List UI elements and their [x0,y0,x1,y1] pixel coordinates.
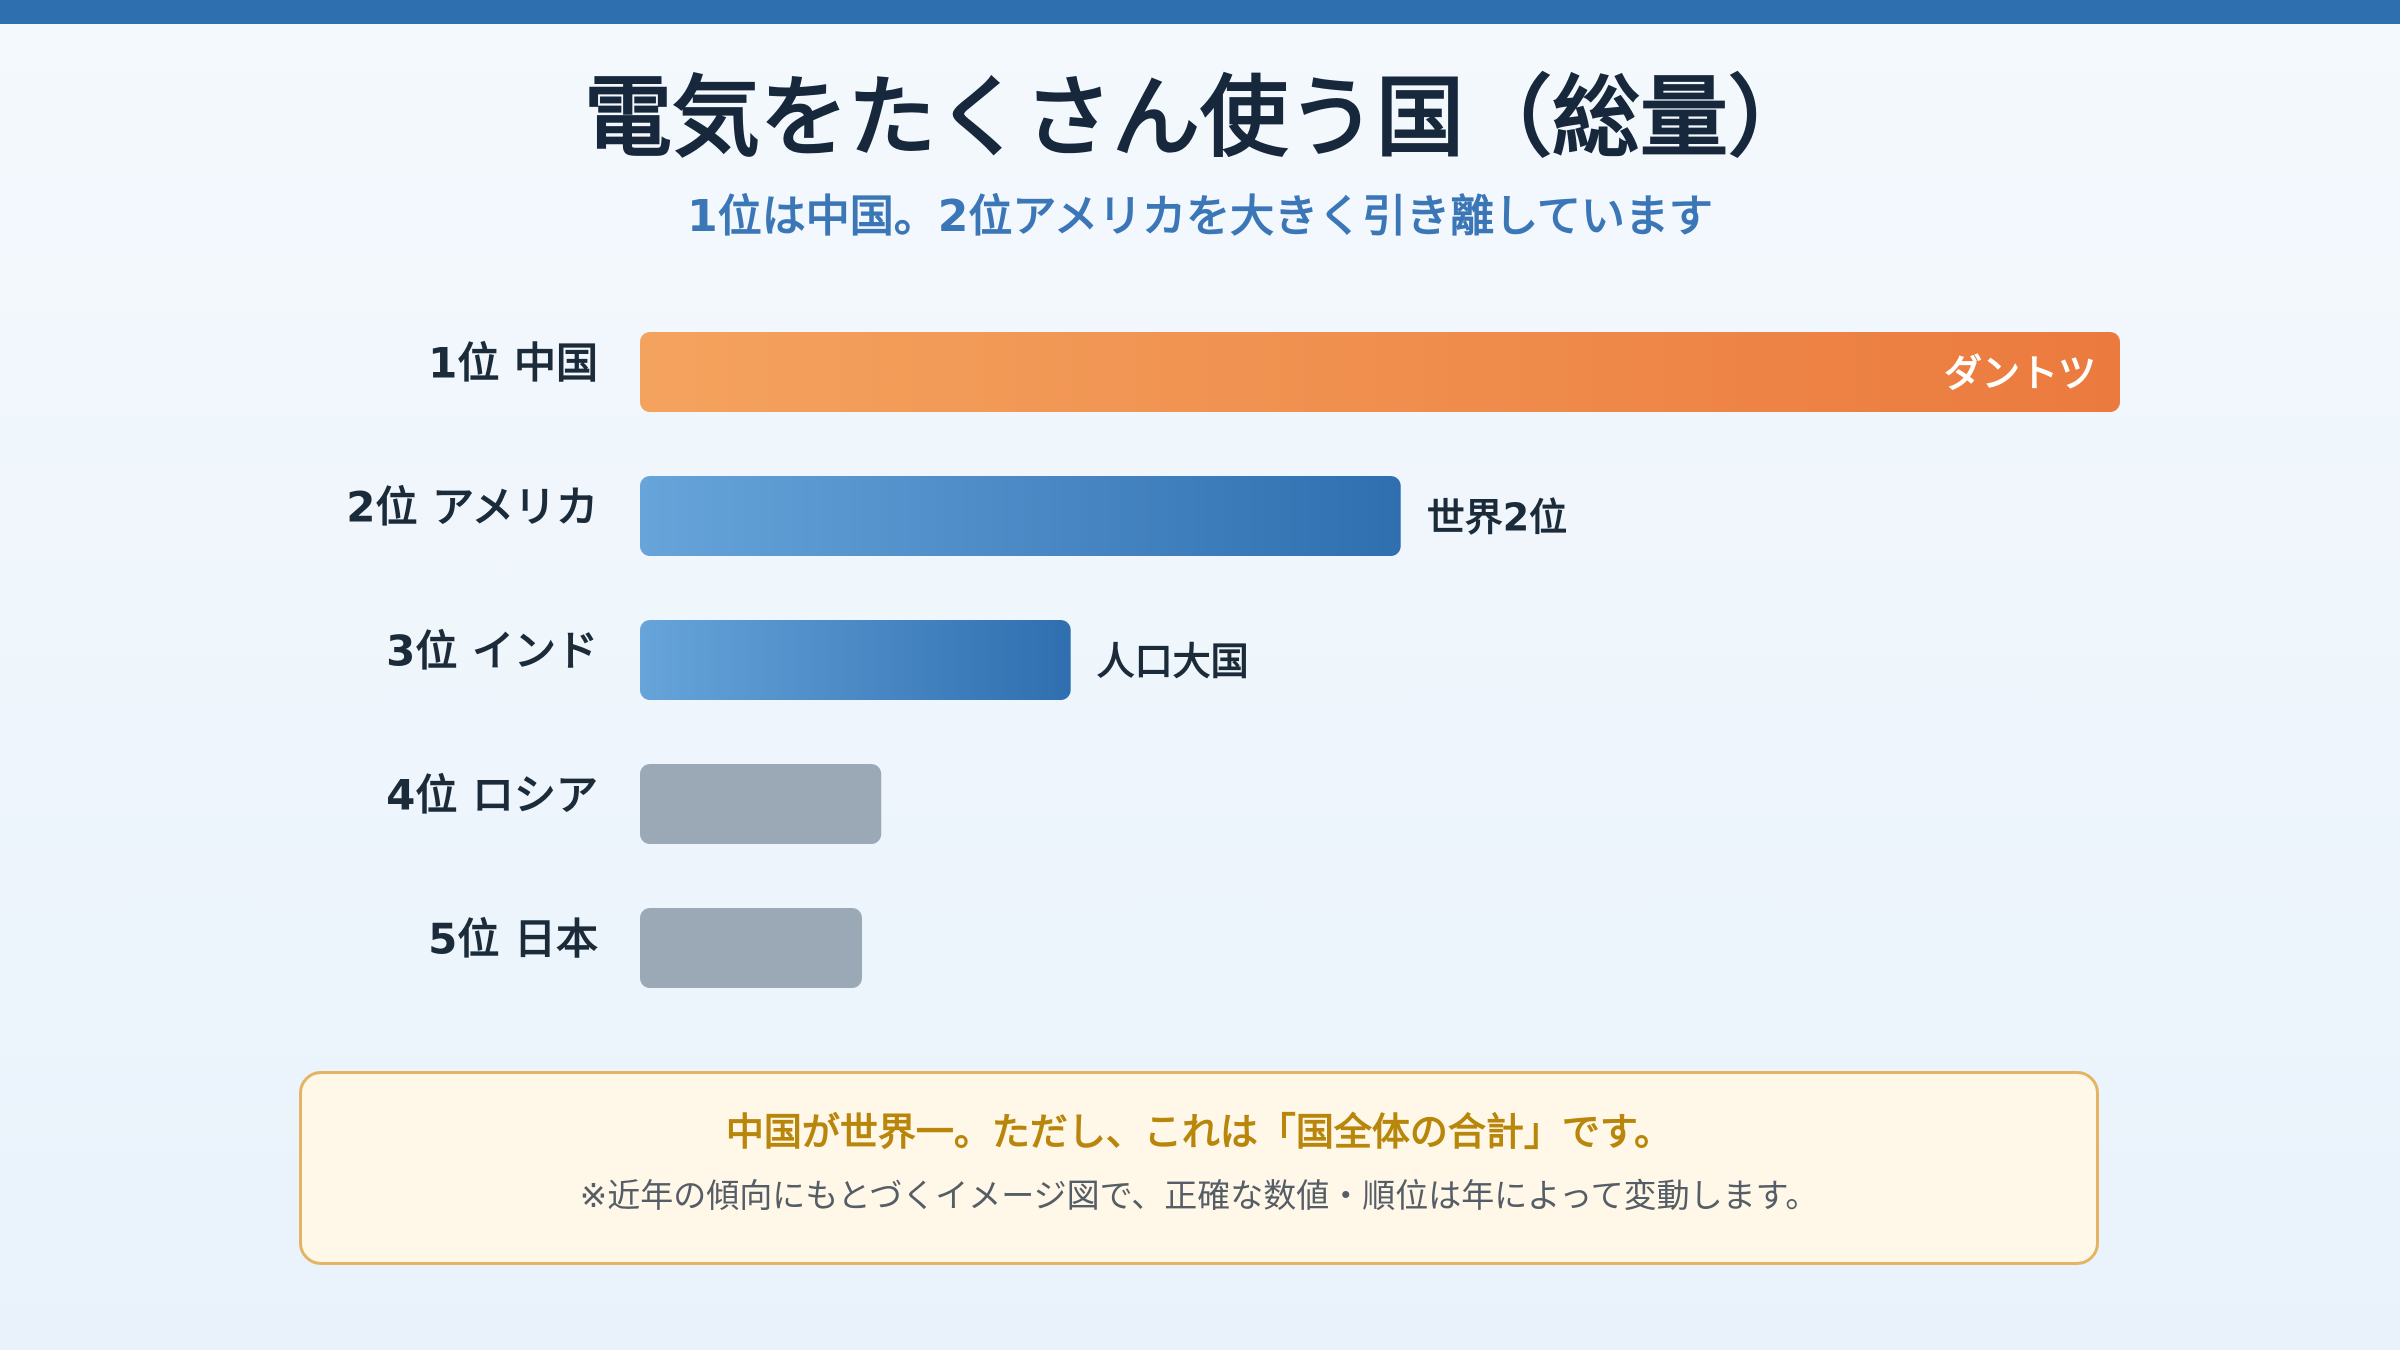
note-caption: ※近年の傾向にもとづくイメージ図で、正確な数値・順位は年によって変動します。 [579,1175,1819,1215]
bar-annotation-label: 世界2位 [1427,496,1567,540]
bar-chart: 1位 中国 ダントツ 2位 アメリカ 世界2位 3位 インド 人口大国 4位 ロシア 5位 日… [346,332,2120,988]
bar-category-label: 4位 ロシア [386,771,598,820]
top-accent-bar [0,0,2400,24]
page-subtitle: 1位は中国。2位アメリカを大きく引き離しています [687,191,1713,242]
summary-note-box: 中国が世界一。ただし、これは「国全体の合計」です。 ※近年の傾向にもとづくイメー… [299,1071,2099,1265]
bar [640,332,2120,412]
bar [640,908,862,988]
bar-category-label: 3位 インド [386,627,598,676]
bar-category-label: 1位 中国 [428,339,598,388]
bar-category-label: 2位 アメリカ [346,483,598,532]
bar-category-label: 5位 日本 [428,915,598,964]
bar [640,620,1071,700]
page-title: 電気をたくさん使う国（総量） [583,66,1816,169]
bar [640,764,882,844]
bar-annotation-label: 人口大国 [1097,640,1249,684]
note-headline: 中国が世界一。ただし、これは「国全体の合計」です。 [725,1110,1673,1154]
bar [640,476,1401,556]
bar-annotation-label: ダントツ [1944,352,2096,396]
